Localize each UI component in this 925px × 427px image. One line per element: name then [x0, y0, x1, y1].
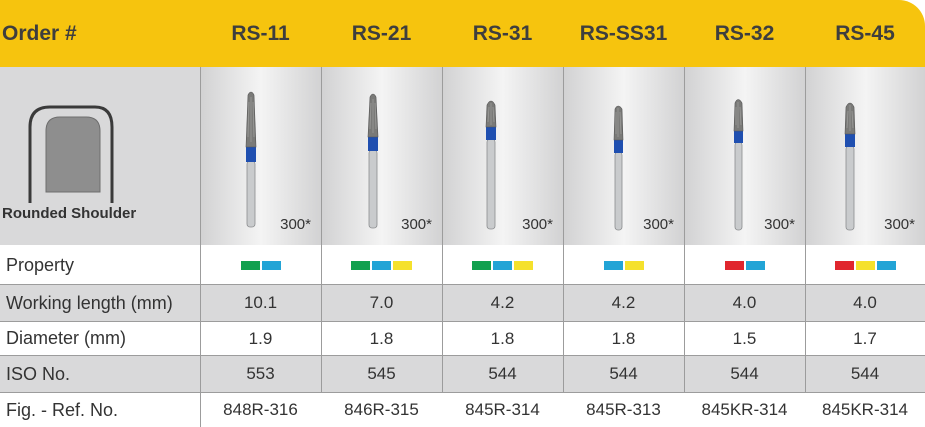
table-cell: 553 — [246, 364, 275, 383]
row-label: ISO No. — [6, 363, 71, 384]
blue-property-swatch — [261, 260, 281, 270]
yellow-property-swatch — [514, 260, 533, 270]
shape-cell: Rounded Shoulder — [0, 67, 200, 245]
table-cell: 1.8 — [611, 328, 636, 348]
column-header-rs-21: RS-21 — [351, 22, 412, 45]
grit-label: 300* — [280, 216, 311, 233]
table-cell: 544 — [730, 364, 759, 383]
shape-label: Rounded Shoulder — [2, 205, 137, 222]
table-cell: 1.7 — [853, 328, 877, 348]
row-label: Fig. - Ref. No. — [6, 399, 119, 420]
property-swatches — [805, 245, 925, 285]
table-cell: 1.8 — [490, 328, 515, 348]
diamond-bur-icon — [367, 93, 379, 229]
blue-property-swatch — [372, 260, 391, 270]
diamond-bur-icon — [613, 105, 624, 231]
column-divider — [563, 67, 564, 392]
property-swatches — [563, 245, 684, 285]
red-property-swatch — [834, 260, 854, 270]
column-header-rs-ss31: RS-SS31 — [579, 22, 668, 45]
grit-label: 300* — [522, 216, 553, 233]
grit-label: 300* — [643, 216, 674, 233]
table-cell: 848R-316 — [223, 400, 298, 419]
row-divider — [0, 392, 925, 393]
column-header-rs-45: RS-45 — [835, 22, 895, 45]
property-row: Property — [0, 245, 925, 285]
row-divider — [0, 321, 925, 322]
table-cell: 544 — [609, 364, 638, 383]
column-header-rs-32: RS-32 — [714, 22, 775, 45]
table-cell: 7.0 — [369, 293, 394, 312]
property-swatches — [321, 245, 442, 285]
property-swatches — [200, 245, 321, 285]
column-divider — [321, 67, 322, 392]
table-cell: 1.8 — [369, 328, 394, 348]
table-cell: 845R-313 — [586, 400, 661, 419]
table-cell: 544 — [488, 364, 517, 383]
column-header-rs-31: RS-31 — [472, 22, 533, 45]
yellow-property-swatch — [624, 260, 644, 270]
blue-property-swatch — [603, 260, 623, 270]
property-swatches — [442, 245, 563, 285]
table-cell: 10.1 — [243, 293, 278, 312]
grit-label: 300* — [884, 216, 915, 233]
table-cell: 845KR-314 — [821, 400, 908, 419]
table-cell: 846R-315 — [344, 400, 419, 419]
column-header-rs-11: RS-11 — [231, 22, 290, 45]
blue-property-swatch — [745, 260, 765, 270]
green-property-swatch — [351, 260, 370, 270]
product-image-row: Rounded Shoulder 300* 300* — [0, 67, 925, 245]
diameter-row: Diameter (mm) 1.9 1.8 1.8 1.8 1.5 1.7 — [0, 322, 925, 355]
blue-property-swatch — [493, 260, 512, 270]
order-number-label: Order # — [2, 22, 77, 45]
column-divider — [442, 67, 443, 392]
grit-label: 300* — [401, 216, 432, 233]
table-cell: 845KR-314 — [701, 400, 788, 419]
grit-label: 300* — [764, 216, 795, 233]
green-property-swatch — [240, 260, 260, 270]
iso-number-row: ISO No. 553 545 544 544 544 544 — [0, 356, 925, 392]
yellow-property-swatch — [393, 260, 412, 270]
diamond-bur-icon — [733, 99, 744, 231]
green-property-swatch — [472, 260, 491, 270]
table-header: Order # RS-11 RS-21 RS-31 RS-SS31 RS-32 … — [0, 0, 925, 67]
diamond-bur-icon — [485, 100, 497, 230]
diamond-bur-icon — [844, 102, 856, 231]
column-divider — [684, 67, 685, 392]
working-length-row: Working length (mm) 10.1 7.0 4.2 4.2 4.0… — [0, 285, 925, 321]
row-label: Property — [6, 254, 75, 275]
row-divider — [0, 284, 925, 285]
rounded-shoulder-profile-icon — [28, 105, 114, 203]
table-cell: 4.0 — [853, 293, 877, 312]
table-cell: 4.0 — [732, 293, 757, 312]
yellow-property-swatch — [855, 260, 875, 270]
table-cell: 845R-314 — [465, 400, 540, 419]
table-cell: 4.2 — [611, 293, 636, 312]
blue-property-swatch — [876, 260, 896, 270]
row-divider — [0, 355, 925, 356]
table-cell: 4.2 — [490, 293, 515, 312]
table-cell: 1.5 — [732, 328, 757, 348]
row-label: Diameter (mm) — [6, 328, 126, 348]
bur-image-rs-21: 300* — [322, 67, 442, 245]
bur-image-rs-45: 300* — [806, 67, 925, 245]
red-property-swatch — [724, 260, 744, 270]
table-cell: 544 — [850, 364, 880, 383]
bur-image-rs-32: 300* — [685, 67, 805, 245]
table-cell: 545 — [367, 364, 396, 383]
bur-image-rs-31: 300* — [443, 67, 563, 245]
bur-image-rs-ss31: 300* — [564, 67, 684, 245]
column-divider — [200, 67, 201, 427]
row-label: Working length (mm) — [6, 292, 173, 313]
reference-number-row: Fig. - Ref. No. 848R-316 846R-315 845R-3… — [0, 393, 925, 427]
diamond-bur-icon — [245, 91, 257, 228]
table-cell: 1.9 — [248, 328, 273, 348]
column-divider — [805, 67, 806, 392]
bur-image-rs-11: 300* — [201, 67, 321, 245]
property-swatches — [684, 245, 805, 285]
